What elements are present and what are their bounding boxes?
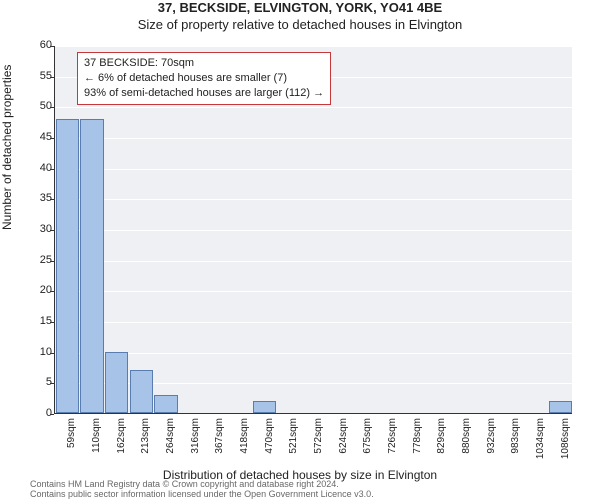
y-tick-mark <box>50 322 54 323</box>
x-tick-label: 418sqm <box>239 418 250 468</box>
footer-line-2: Contains public sector information licen… <box>30 490 374 500</box>
y-tick-mark <box>50 46 54 47</box>
gridline <box>55 322 572 323</box>
x-tick-label: 264sqm <box>165 418 176 468</box>
histogram-bar <box>549 401 572 413</box>
histogram-bar <box>130 370 153 413</box>
y-tick-mark <box>50 353 54 354</box>
x-tick-label: 162sqm <box>116 418 127 468</box>
y-tick-mark <box>50 291 54 292</box>
x-tick-label: 983sqm <box>510 418 521 468</box>
gridline <box>55 46 572 47</box>
x-tick-label: 624sqm <box>338 418 349 468</box>
y-tick-mark <box>50 383 54 384</box>
gridline <box>55 291 572 292</box>
y-tick-mark <box>50 77 54 78</box>
x-tick-label: 470sqm <box>264 418 275 468</box>
x-tick-label: 572sqm <box>313 418 324 468</box>
chart-title: 37, BECKSIDE, ELVINGTON, YORK, YO41 4BE <box>0 0 600 15</box>
x-tick-label: 829sqm <box>436 418 447 468</box>
y-tick-label: 25 <box>22 254 52 266</box>
y-tick-mark <box>50 414 54 415</box>
histogram-bar <box>105 352 128 413</box>
y-tick-label: 45 <box>22 131 52 143</box>
y-tick-mark <box>50 107 54 108</box>
y-tick-mark <box>50 261 54 262</box>
x-tick-label: 316sqm <box>190 418 201 468</box>
annotation-line-3: 93% of semi-detached houses are larger (… <box>84 86 324 101</box>
x-tick-label: 521sqm <box>288 418 299 468</box>
histogram-bar <box>253 401 276 413</box>
x-tick-label: 1034sqm <box>535 418 546 468</box>
chart-subtitle: Size of property relative to detached ho… <box>0 17 600 32</box>
x-tick-label: 59sqm <box>66 418 77 468</box>
histogram-bar <box>80 119 103 413</box>
x-tick-label: 675sqm <box>362 418 373 468</box>
y-tick-label: 50 <box>22 100 52 112</box>
y-tick-label: 30 <box>22 223 52 235</box>
gridline <box>55 353 572 354</box>
gridline <box>55 169 572 170</box>
plot-area: 37 BECKSIDE: 70sqm ← 6% of detached hous… <box>54 46 572 414</box>
x-tick-label: 932sqm <box>486 418 497 468</box>
y-tick-label: 60 <box>22 39 52 51</box>
histogram-bar <box>154 395 177 413</box>
y-tick-label: 40 <box>22 162 52 174</box>
y-tick-label: 10 <box>22 346 52 358</box>
x-tick-label: 726sqm <box>387 418 398 468</box>
y-tick-label: 5 <box>22 376 52 388</box>
y-tick-label: 55 <box>22 70 52 82</box>
y-tick-label: 15 <box>22 315 52 327</box>
x-tick-label: 778sqm <box>412 418 423 468</box>
footer: Contains HM Land Registry data © Crown c… <box>30 480 374 500</box>
x-tick-label: 367sqm <box>214 418 225 468</box>
y-tick-mark <box>50 230 54 231</box>
x-tick-label: 880sqm <box>461 418 472 468</box>
y-tick-mark <box>50 199 54 200</box>
y-axis-label: Number of detached properties <box>0 65 14 230</box>
x-tick-label: 110sqm <box>91 418 102 468</box>
gridline <box>55 261 572 262</box>
y-tick-mark <box>50 169 54 170</box>
y-tick-label: 0 <box>22 407 52 419</box>
annotation-box: 37 BECKSIDE: 70sqm ← 6% of detached hous… <box>77 52 331 105</box>
y-tick-label: 35 <box>22 192 52 204</box>
x-tick-label: 1086sqm <box>560 418 571 468</box>
gridline <box>55 138 572 139</box>
gridline <box>55 107 572 108</box>
annotation-line-1: 37 BECKSIDE: 70sqm <box>84 56 324 71</box>
annotation-line-2: ← 6% of detached houses are smaller (7) <box>84 71 324 86</box>
gridline <box>55 230 572 231</box>
gridline <box>55 199 572 200</box>
y-tick-mark <box>50 138 54 139</box>
x-tick-label: 213sqm <box>140 418 151 468</box>
histogram-bar <box>56 119 79 413</box>
y-tick-label: 20 <box>22 284 52 296</box>
